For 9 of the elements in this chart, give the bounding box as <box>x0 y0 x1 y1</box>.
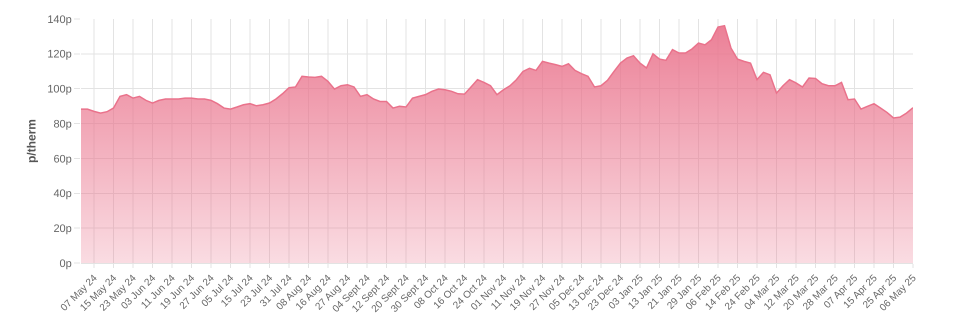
y-tick-label: 20p <box>53 222 72 235</box>
y-tick-label: 40p <box>53 188 72 200</box>
y-tick-label: 80p <box>53 118 72 130</box>
y-tick-label: 120p <box>47 48 72 61</box>
y-tick-label: 140p <box>47 14 72 26</box>
y-tick-label: 0p <box>60 258 72 270</box>
y-axis-title: p/therm <box>24 118 39 164</box>
y-tick-label: 100p <box>47 84 72 96</box>
y-tick-label: 60p <box>53 153 72 166</box>
